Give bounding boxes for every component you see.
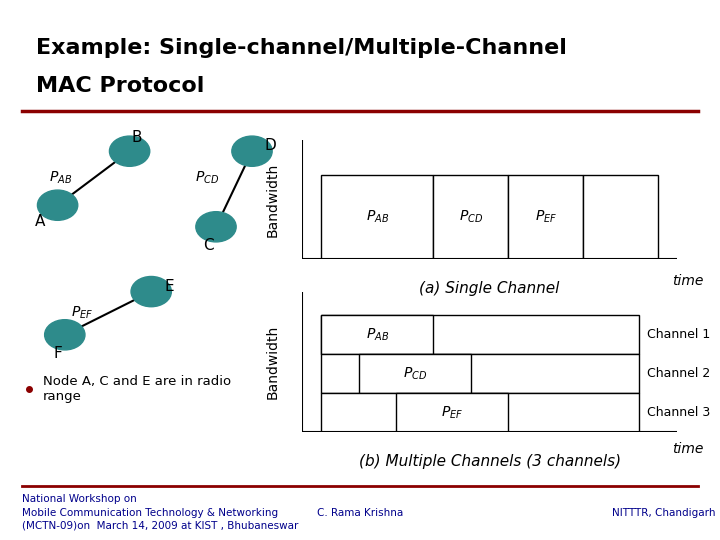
Text: Bandwidth: Bandwidth: [266, 325, 279, 399]
Text: Example: Single-channel/Multiple-Channel: Example: Single-channel/Multiple-Channel: [36, 38, 567, 58]
Bar: [321, 354, 639, 393]
Bar: [433, 175, 508, 259]
Circle shape: [109, 136, 150, 166]
Text: $P_{CD}$: $P_{CD}$: [459, 209, 483, 225]
Text: (MCTN-09)on  March 14, 2009 at KIST , Bhubaneswar: (MCTN-09)on March 14, 2009 at KIST , Bhu…: [22, 520, 298, 530]
Text: C: C: [204, 238, 214, 253]
Text: $P_{CD}$: $P_{CD}$: [195, 170, 220, 186]
Text: Channel 1: Channel 1: [647, 328, 710, 341]
Circle shape: [37, 190, 78, 220]
Circle shape: [196, 212, 236, 242]
Text: time: time: [672, 274, 703, 288]
Text: MAC Protocol: MAC Protocol: [36, 76, 204, 96]
Text: B: B: [132, 130, 142, 145]
Text: $P_{CD}$: $P_{CD}$: [402, 365, 427, 382]
Text: NITTTR, Chandigarh: NITTTR, Chandigarh: [612, 508, 716, 518]
Bar: [321, 393, 639, 432]
Text: E: E: [164, 279, 174, 294]
Bar: [508, 175, 583, 259]
Text: C. Rama Krishna: C. Rama Krishna: [317, 508, 403, 518]
Text: D: D: [264, 138, 276, 153]
Text: $P_{AB}$: $P_{AB}$: [366, 209, 389, 225]
Circle shape: [45, 320, 85, 350]
Circle shape: [232, 136, 272, 166]
Text: $P_{AB}$: $P_{AB}$: [49, 170, 72, 186]
Text: (a) Single Channel: (a) Single Channel: [420, 281, 559, 296]
Text: $P_{EF}$: $P_{EF}$: [441, 404, 463, 421]
Text: Mobile Communication Technology & Networking: Mobile Communication Technology & Networ…: [22, 508, 278, 518]
Text: time: time: [672, 442, 703, 456]
Text: National Workshop on: National Workshop on: [22, 494, 136, 504]
Bar: [359, 354, 471, 393]
Text: Channel 3: Channel 3: [647, 406, 710, 419]
Text: $P_{AB}$: $P_{AB}$: [366, 326, 389, 343]
Text: Channel 2: Channel 2: [647, 367, 710, 380]
Circle shape: [131, 276, 171, 307]
Bar: [396, 393, 508, 432]
Bar: [321, 315, 639, 354]
Text: (b) Multiple Channels (3 channels): (b) Multiple Channels (3 channels): [359, 454, 621, 469]
Text: $P_{EF}$: $P_{EF}$: [71, 305, 94, 321]
Text: $P_{EF}$: $P_{EF}$: [535, 209, 557, 225]
Text: Node A, C and E are in radio
range: Node A, C and E are in radio range: [43, 375, 231, 403]
Bar: [321, 315, 433, 354]
Bar: [321, 175, 433, 259]
Text: A: A: [35, 214, 45, 229]
Bar: [583, 175, 658, 259]
Text: Bandwidth: Bandwidth: [266, 163, 279, 237]
Text: F: F: [53, 346, 62, 361]
